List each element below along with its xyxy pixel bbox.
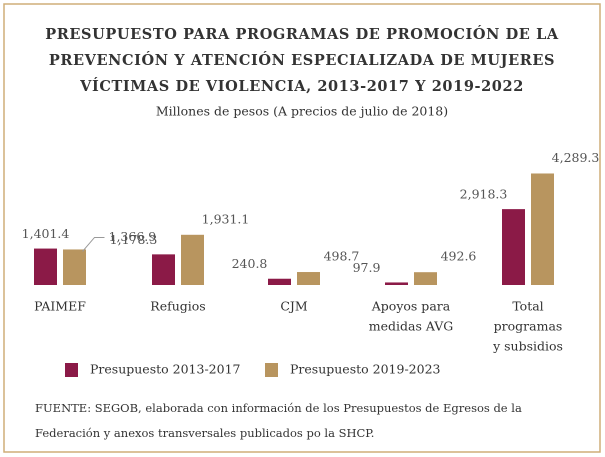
chart-title: PREVENCIÓN Y ATENCIÓN ESPECIALIZADA DE M…: [49, 51, 555, 69]
source: Federación y anexos transversales public…: [35, 426, 374, 440]
legend-swatch: [265, 363, 278, 377]
data-label: 492.6: [441, 249, 477, 264]
x-tick-label: Apoyos para: [371, 299, 451, 314]
bar: [63, 249, 86, 285]
x-tick-label: y subsidios: [492, 339, 563, 354]
chart-title: VÍCTIMAS DE VIOLENCIA, 2013-2017 Y 2019-…: [79, 77, 524, 95]
data-label: 4,289.3: [552, 150, 600, 165]
bar: [181, 234, 204, 285]
x-tick-label: medidas AVG: [369, 319, 454, 334]
data-label: 240.8: [232, 256, 268, 271]
data-label: 498.7: [324, 249, 360, 264]
legend-label: Presupuesto 2019-2023: [290, 362, 441, 377]
data-label: 1,178.3: [110, 232, 158, 247]
bar: [385, 282, 408, 285]
x-tick-label: programas: [494, 319, 563, 334]
legend-swatch: [65, 363, 78, 377]
subtitle: Millones de pesos (A precios de julio de…: [156, 104, 448, 119]
leader-line: [82, 236, 105, 252]
x-tick-label: PAIMEF: [34, 299, 86, 314]
data-label: 97.9: [353, 260, 381, 275]
data-label: 1,366.9: [109, 229, 157, 244]
data-label: 1,401.4: [22, 226, 70, 241]
legend-label: Presupuesto 2013-2017: [90, 362, 241, 377]
bar: [414, 272, 437, 285]
bar: [268, 278, 291, 285]
source: FUENTE: SEGOB, elaborada con información…: [35, 401, 522, 415]
data-label: 2,918.3: [460, 187, 508, 202]
frame: [3, 3, 601, 453]
bar: [297, 272, 320, 285]
x-tick-label: Total: [512, 299, 543, 314]
x-tick-label: Refugios: [150, 299, 205, 314]
bar: [34, 248, 57, 285]
chart-title: PRESUPUESTO PARA PROGRAMAS DE PROMOCIÓN …: [45, 25, 559, 43]
data-label: 1,931.1: [202, 211, 250, 226]
bar: [502, 209, 525, 285]
x-tick-label: CJM: [280, 299, 308, 314]
bar: [152, 254, 175, 285]
bar: [531, 173, 554, 285]
